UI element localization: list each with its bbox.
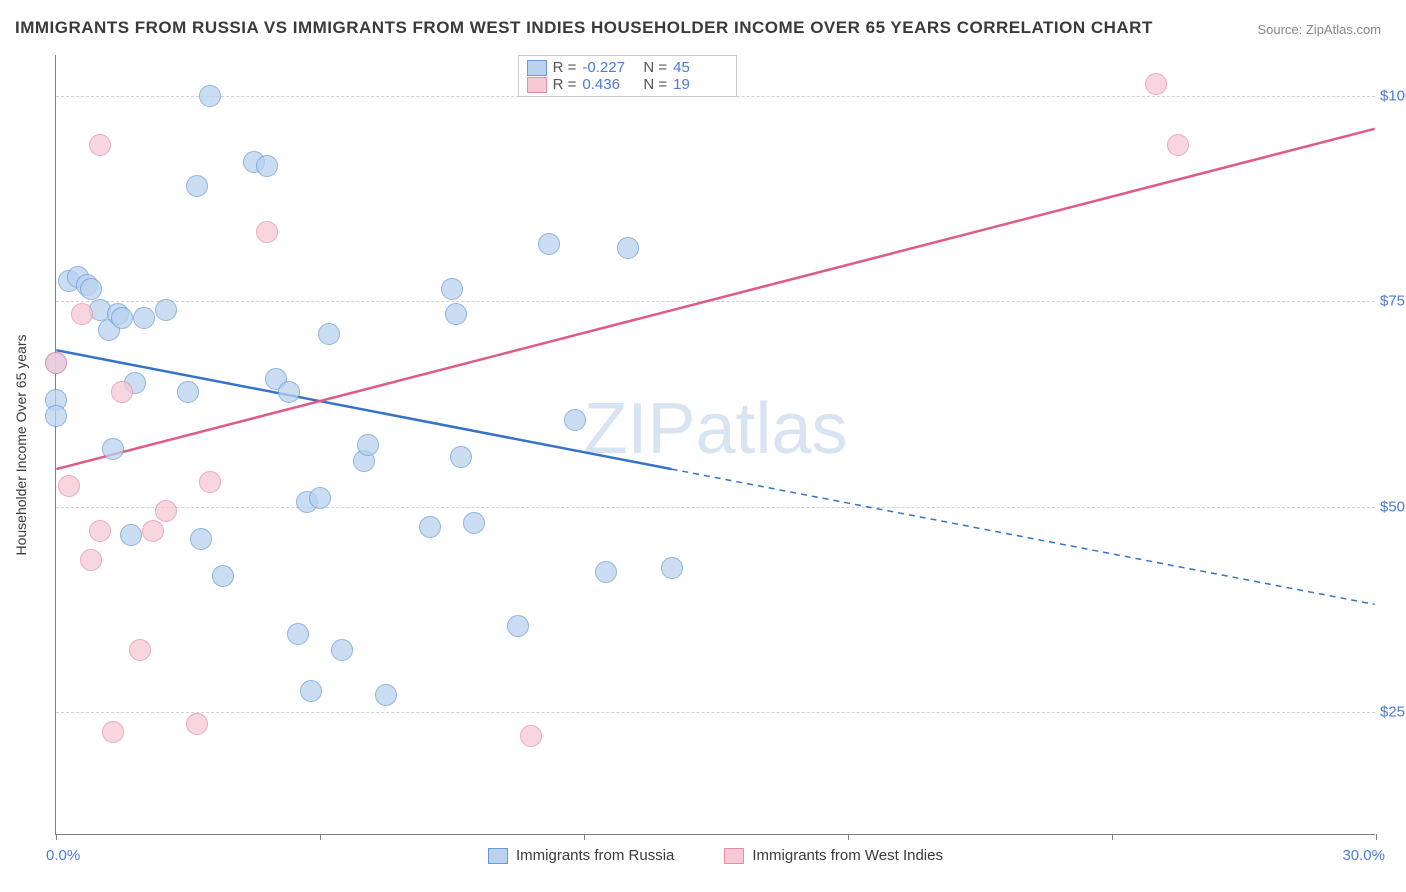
data-point-russia [538,233,560,255]
gridline [56,507,1375,508]
r-label: R = [553,76,577,93]
data-point-russia [450,446,472,468]
swatch-russia [527,60,547,76]
data-point-west_indies [256,221,278,243]
n-value-westindies: 19 [673,76,728,93]
data-point-russia [155,299,177,321]
r-value-russia: -0.227 [582,59,637,76]
n-label: N = [643,76,667,93]
correlation-legend: R = -0.227 N = 45 R = 0.436 N = 19 [518,55,738,97]
data-point-west_indies [58,475,80,497]
r-value-westindies: 0.436 [582,76,637,93]
r-label: R = [553,59,577,76]
series-legend: Immigrants from Russia Immigrants from W… [56,847,1375,864]
data-point-west_indies [111,381,133,403]
y-axis-label: Householder Income Over 65 years [13,334,29,555]
data-point-russia [186,175,208,197]
chart-title: IMMIGRANTS FROM RUSSIA VS IMMIGRANTS FRO… [15,18,1153,38]
x-tick [584,834,585,840]
data-point-russia [375,684,397,706]
source-attribution: Source: ZipAtlas.com [1257,22,1381,37]
data-point-russia [45,405,67,427]
data-point-russia [111,307,133,329]
watermark: ZIPatlas [583,388,847,470]
data-point-russia [564,409,586,431]
data-point-west_indies [80,549,102,571]
legend-item-westindies: Immigrants from West Indies [724,847,943,864]
chart-container: IMMIGRANTS FROM RUSSIA VS IMMIGRANTS FRO… [0,0,1406,892]
data-point-russia [80,278,102,300]
data-point-russia [278,381,300,403]
gridline [56,301,1375,302]
data-point-russia [331,639,353,661]
swatch-westindies [724,848,744,864]
data-point-russia [463,512,485,534]
data-point-west_indies [520,725,542,747]
data-point-west_indies [129,639,151,661]
data-point-russia [300,680,322,702]
legend-row-westindies: R = 0.436 N = 19 [527,76,729,93]
data-point-russia [256,155,278,177]
data-point-russia [287,623,309,645]
data-point-west_indies [89,520,111,542]
data-point-west_indies [199,471,221,493]
n-value-russia: 45 [673,59,728,76]
legend-item-russia: Immigrants from Russia [488,847,674,864]
data-point-russia [102,438,124,460]
data-point-russia [190,528,212,550]
series-name-westindies: Immigrants from West Indies [752,847,943,864]
x-tick [56,834,57,840]
data-point-russia [309,487,331,509]
legend-row-russia: R = -0.227 N = 45 [527,59,729,76]
y-tick-label: $50,000 [1380,498,1406,515]
data-point-west_indies [1167,134,1189,156]
y-tick-label: $100,000 [1380,88,1406,105]
plot-area: ZIPatlas $25,000$50,000$75,000$100,000 H… [55,55,1375,835]
y-tick-label: $75,000 [1380,293,1406,310]
x-tick [1376,834,1377,840]
data-point-russia [177,381,199,403]
data-point-west_indies [142,520,164,542]
data-point-russia [120,524,142,546]
data-point-russia [419,516,441,538]
data-point-west_indies [155,500,177,522]
swatch-westindies [527,77,547,93]
swatch-russia [488,848,508,864]
data-point-russia [357,434,379,456]
data-point-russia [617,237,639,259]
data-point-russia [133,307,155,329]
n-label: N = [643,59,667,76]
data-point-russia [212,565,234,587]
data-point-west_indies [89,134,111,156]
data-point-west_indies [71,303,93,325]
x-tick [848,834,849,840]
data-point-west_indies [45,352,67,374]
series-name-russia: Immigrants from Russia [516,847,674,864]
x-tick [320,834,321,840]
data-point-russia [661,557,683,579]
data-point-russia [445,303,467,325]
data-point-russia [595,561,617,583]
data-point-west_indies [1145,73,1167,95]
data-point-russia [441,278,463,300]
data-point-west_indies [186,713,208,735]
data-point-west_indies [102,721,124,743]
x-tick [1112,834,1113,840]
gridline [56,712,1375,713]
y-tick-label: $25,000 [1380,703,1406,720]
data-point-russia [199,85,221,107]
data-point-russia [507,615,529,637]
data-point-russia [318,323,340,345]
